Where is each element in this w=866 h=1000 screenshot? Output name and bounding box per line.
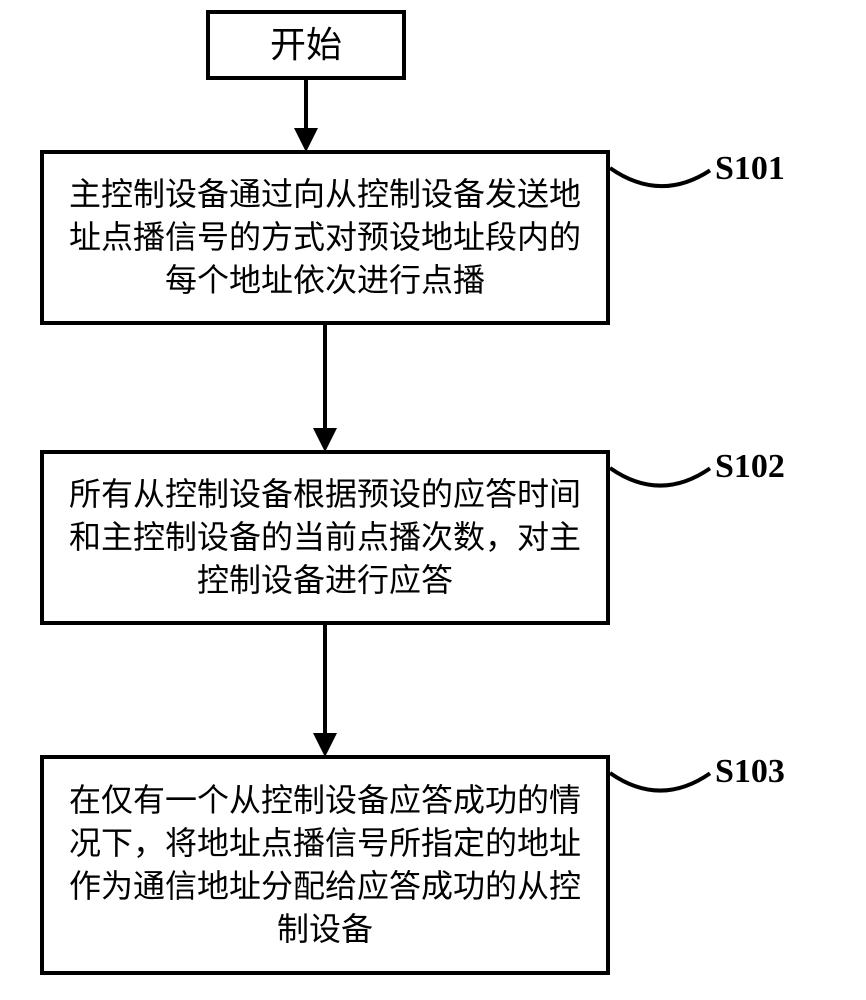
flowchart-canvas: 开始 主控制设备通过向从控制设备发送地址点播信号的方式对预设地址段内的每个地址依… bbox=[0, 0, 866, 1000]
flowchart-connectors bbox=[0, 0, 866, 1000]
